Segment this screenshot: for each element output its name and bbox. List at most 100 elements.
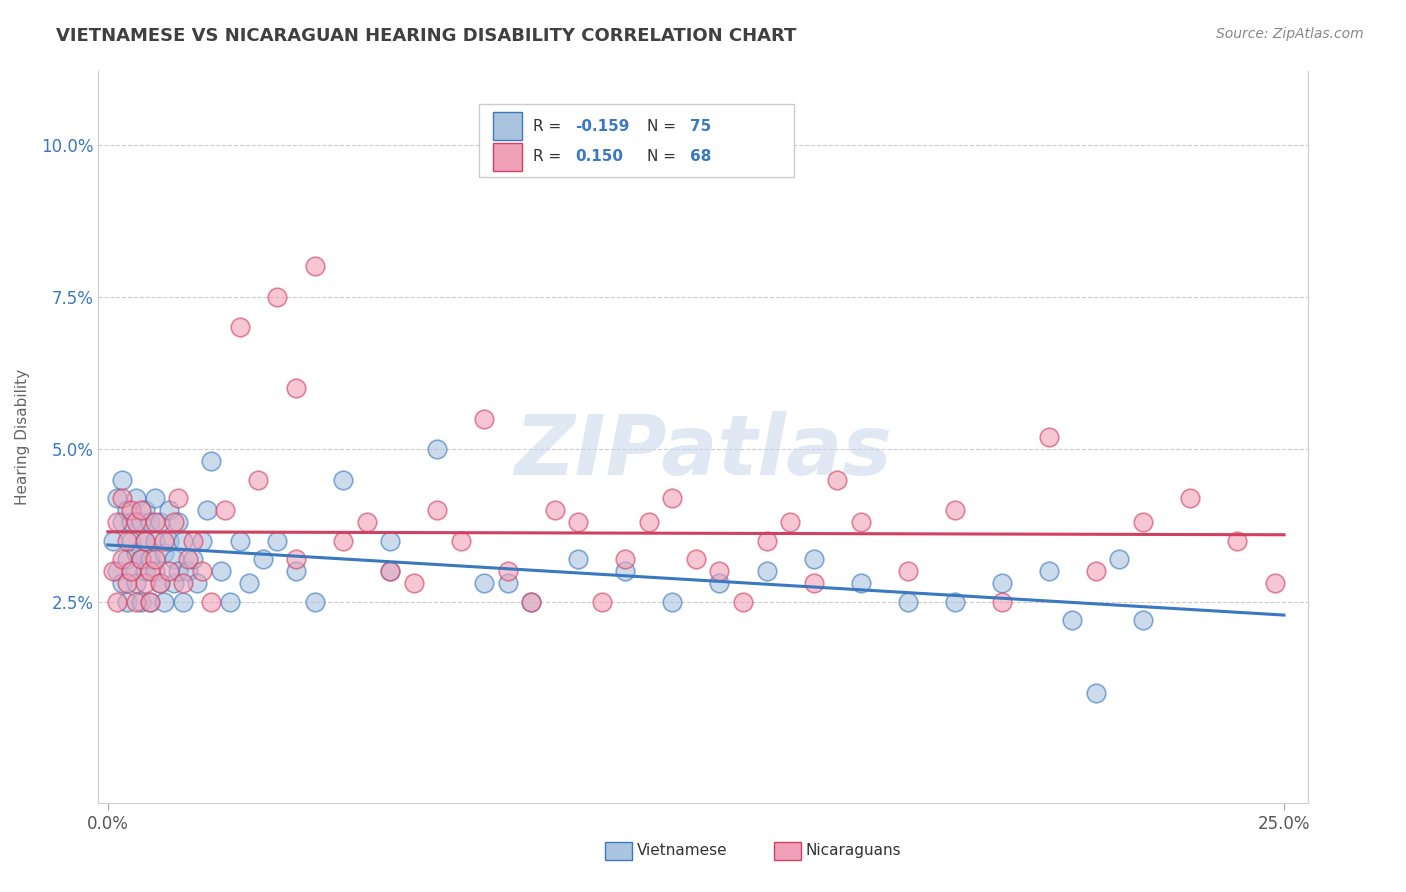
Point [111, 516, 134, 530]
Point [172, 576, 194, 591]
Point [1132, 613, 1154, 627]
Point [266, 533, 288, 548]
Point [709, 576, 731, 591]
Point [332, 533, 354, 548]
Point [172, 594, 194, 608]
FancyBboxPatch shape [775, 842, 801, 860]
Point [402, 576, 425, 591]
Point [191, 564, 214, 578]
Point [129, 552, 152, 566]
Point [496, 576, 519, 591]
Point [125, 516, 148, 530]
Text: R =: R = [533, 119, 565, 134]
Point [219, 594, 242, 608]
Point [731, 594, 754, 608]
Point [1226, 533, 1249, 548]
Point [149, 516, 172, 530]
Text: -0.159: -0.159 [575, 119, 630, 134]
Point [115, 552, 138, 566]
Point [153, 594, 176, 608]
Point [520, 594, 543, 608]
Point [105, 516, 128, 530]
Point [111, 552, 134, 566]
Point [149, 576, 172, 591]
Point [426, 442, 449, 457]
Point [181, 533, 204, 548]
Point [803, 576, 825, 591]
Point [139, 594, 162, 608]
Point [897, 564, 920, 578]
Point [129, 594, 152, 608]
Point [943, 503, 966, 517]
Point [200, 594, 222, 608]
Text: 68: 68 [690, 150, 711, 164]
Point [139, 552, 162, 566]
Point [134, 503, 156, 517]
Point [1084, 686, 1107, 700]
Point [120, 564, 142, 578]
Point [591, 594, 613, 608]
Point [1178, 491, 1201, 505]
Point [101, 533, 124, 548]
Point [285, 552, 308, 566]
Point [1084, 564, 1107, 578]
Point [803, 552, 825, 566]
Point [685, 552, 707, 566]
Point [143, 533, 166, 548]
Point [661, 594, 683, 608]
Point [163, 552, 186, 566]
Point [129, 516, 152, 530]
Point [285, 564, 308, 578]
Point [614, 564, 637, 578]
Point [990, 594, 1012, 608]
Point [157, 533, 180, 548]
Point [120, 503, 142, 517]
Point [153, 533, 176, 548]
Text: Nicaraguans: Nicaraguans [806, 843, 901, 858]
Point [332, 473, 354, 487]
Point [115, 503, 138, 517]
Point [709, 564, 731, 578]
Point [1062, 613, 1084, 627]
Point [228, 320, 250, 334]
Point [143, 491, 166, 505]
Point [129, 503, 152, 517]
Point [849, 576, 872, 591]
Point [1108, 552, 1130, 566]
Point [200, 454, 222, 468]
Point [157, 564, 180, 578]
Point [755, 533, 778, 548]
Point [111, 576, 134, 591]
Point [149, 576, 172, 591]
Point [356, 516, 378, 530]
Point [191, 533, 214, 548]
Point [111, 491, 134, 505]
Point [167, 564, 190, 578]
Point [120, 516, 142, 530]
Point [125, 546, 148, 560]
Point [172, 533, 194, 548]
Point [134, 533, 156, 548]
Point [1038, 564, 1060, 578]
Point [167, 516, 190, 530]
Point [567, 552, 589, 566]
Point [129, 552, 152, 566]
Point [105, 594, 128, 608]
Point [1132, 516, 1154, 530]
Point [544, 503, 567, 517]
Point [304, 260, 326, 274]
Point [115, 533, 138, 548]
Point [209, 564, 232, 578]
Point [520, 594, 543, 608]
Point [252, 552, 274, 566]
Point [195, 503, 218, 517]
Point [472, 576, 495, 591]
Point [134, 576, 156, 591]
Point [134, 564, 156, 578]
Point [167, 491, 190, 505]
FancyBboxPatch shape [492, 143, 522, 171]
Text: R =: R = [533, 150, 571, 164]
Text: N =: N = [647, 150, 682, 164]
Point [143, 516, 166, 530]
Point [496, 564, 519, 578]
